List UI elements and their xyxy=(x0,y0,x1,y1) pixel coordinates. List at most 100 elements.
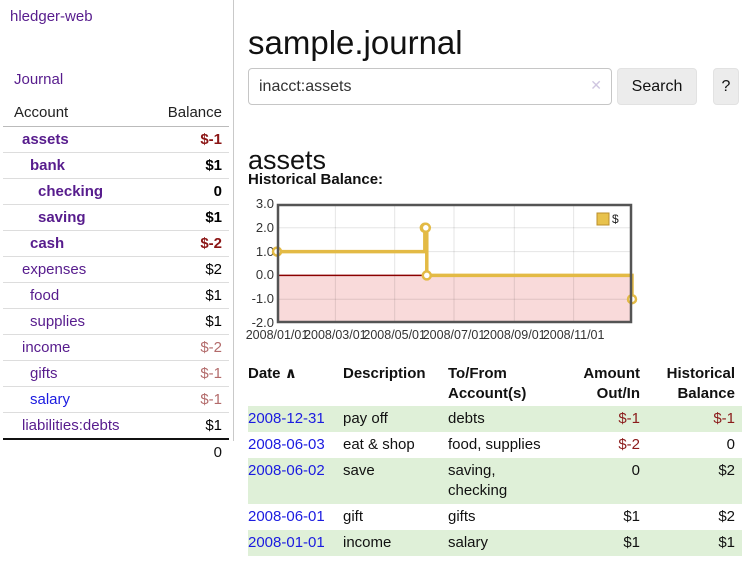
account-link[interactable]: cash xyxy=(30,235,65,252)
transaction-row[interactable]: 2008-12-31 pay off debts $-1 $-1 xyxy=(248,406,742,432)
register-header-amount: Amount Out/In xyxy=(583,365,640,402)
transaction-accounts: gifts xyxy=(448,508,476,525)
sort-ascending-icon: ∧ xyxy=(284,365,297,382)
account-cell: saving xyxy=(3,204,152,231)
transaction-accounts: saving, checking xyxy=(448,462,508,499)
register-header-balance: Historical Balance xyxy=(666,365,735,402)
data-point-marker xyxy=(421,270,433,281)
account-balance: 0 xyxy=(151,178,229,205)
account-balance: $1 xyxy=(151,308,229,335)
account-cell: expenses xyxy=(3,256,152,283)
account-balance: $1 xyxy=(151,152,229,179)
search-input[interactable] xyxy=(248,68,612,105)
accounts-header-account: Account xyxy=(3,100,152,127)
account-cell: food xyxy=(3,282,152,309)
transaction-date-cell: 2008-06-03 xyxy=(248,432,343,458)
transaction-row[interactable]: 2008-06-01 gift gifts $1 $2 xyxy=(248,504,742,530)
data-point-marker xyxy=(420,222,432,234)
transaction-date-link[interactable]: 2008-12-31 xyxy=(248,410,325,427)
account-link[interactable]: income xyxy=(22,339,71,356)
transaction-row[interactable]: 2008-06-03 eat & shop food, supplies $-2 0 xyxy=(248,432,742,458)
brand-link[interactable]: hledger-web xyxy=(10,8,93,25)
transaction-date-link[interactable]: 2008-06-02 xyxy=(248,462,325,479)
transaction-date-link[interactable]: 2008-01-01 xyxy=(248,534,325,551)
chart-title: Historical Balance: xyxy=(248,171,384,188)
x-axis-tick-label: 2008/07/01 xyxy=(422,328,486,342)
negative-region xyxy=(277,275,632,323)
account-row: saving $1 xyxy=(3,204,229,231)
account-row: gifts $-1 xyxy=(3,360,229,387)
y-axis-tick-label: 1.0 xyxy=(255,243,274,259)
transaction-date-cell: 2008-06-02 xyxy=(248,458,343,504)
account-row: salary $-1 xyxy=(3,386,229,413)
account-cell: income xyxy=(3,334,152,361)
y-axis-tick-label: 0.0 xyxy=(255,267,274,283)
account-row: bank $1 xyxy=(3,152,229,179)
transaction-date-cell: 2008-06-01 xyxy=(248,504,343,530)
transaction-balance: $1 xyxy=(718,534,735,551)
search-form: ✕ Search ? xyxy=(248,68,742,105)
register-header-date[interactable]: Date ∧ xyxy=(248,365,297,382)
legend-swatch xyxy=(596,212,610,226)
register-header-row: Date ∧ Description To/From Account(s) Am… xyxy=(248,362,742,406)
account-row: supplies $1 xyxy=(3,308,229,335)
help-button[interactable]: ? xyxy=(713,68,739,105)
account-balance: $-1 xyxy=(151,126,229,153)
accounts-total-balance: 0 xyxy=(151,438,229,465)
accounts-header-balance: Balance xyxy=(151,100,229,127)
spacer xyxy=(3,438,152,465)
account-link[interactable]: checking xyxy=(38,183,104,200)
account-link[interactable]: liabilities:debts xyxy=(22,417,120,434)
account-heading: assets xyxy=(248,145,327,176)
search-box: ✕ xyxy=(248,68,612,105)
account-link[interactable]: assets xyxy=(22,131,69,148)
account-cell: assets xyxy=(3,126,152,153)
account-link[interactable]: saving xyxy=(38,209,86,226)
transaction-date-link[interactable]: 2008-06-03 xyxy=(248,436,325,453)
transaction-balance: $2 xyxy=(718,462,735,479)
account-balance: $-1 xyxy=(151,360,229,387)
accounts-table: Account Balance assets $-1 bank $1 checking 0… xyxy=(3,100,229,465)
account-row: income $-2 xyxy=(3,334,229,361)
account-link[interactable]: food xyxy=(30,287,60,304)
transaction-date-link[interactable]: 2008-06-01 xyxy=(248,508,325,525)
account-link[interactable]: gifts xyxy=(30,365,58,382)
account-cell: salary xyxy=(3,386,152,413)
transaction-amount: $-2 xyxy=(618,436,640,453)
account-cell: bank xyxy=(3,152,152,179)
transaction-description: income xyxy=(343,534,392,551)
transaction-row[interactable]: 2008-01-01 income salary $1 $1 xyxy=(248,530,742,556)
y-axis-tick-label: -2.0 xyxy=(251,315,274,330)
transaction-row[interactable]: 2008-06-02 save saving, checking 0 $2 xyxy=(248,458,742,504)
legend-label: $ xyxy=(612,212,619,226)
account-cell: checking xyxy=(3,178,152,205)
account-balance: $2 xyxy=(151,256,229,283)
account-link[interactable]: bank xyxy=(30,157,66,174)
account-link[interactable]: salary xyxy=(30,391,71,408)
sidebar-item-journal[interactable]: Journal xyxy=(14,71,64,88)
clear-search-icon[interactable]: ✕ xyxy=(590,77,602,93)
account-row: checking 0 xyxy=(3,178,229,205)
chart-plot-area: $ xyxy=(271,203,638,324)
y-axis-tick-label: 3.0 xyxy=(255,196,274,211)
account-link[interactable]: supplies xyxy=(30,313,86,330)
transaction-accounts: salary xyxy=(448,534,489,551)
account-balance: $-2 xyxy=(151,334,229,361)
main-panel: sample.journal ✕ Search ? assets Histori… xyxy=(246,0,742,582)
x-axis-tick-label: 2008/05/01 xyxy=(363,328,426,342)
page-title: sample.journal xyxy=(248,24,463,62)
x-axis-tick-label: 2008/11/01 xyxy=(542,328,605,342)
transaction-balance: 0 xyxy=(726,436,735,453)
account-cell: liabilities:debts xyxy=(3,413,151,440)
account-row: assets $-1 xyxy=(3,126,229,153)
search-button[interactable]: Search xyxy=(617,68,697,105)
account-link[interactable]: expenses xyxy=(22,261,87,278)
transaction-balance: $2 xyxy=(718,508,735,525)
register-header-accounts: To/From Account(s) xyxy=(448,365,527,402)
transaction-amount: 0 xyxy=(631,462,640,479)
transaction-amount: $-1 xyxy=(618,410,640,427)
x-axis-tick-label: 2008/03/01 xyxy=(304,328,367,342)
transaction-accounts: debts xyxy=(448,410,485,427)
x-axis-tick-label: 2008/09/01 xyxy=(483,328,546,342)
